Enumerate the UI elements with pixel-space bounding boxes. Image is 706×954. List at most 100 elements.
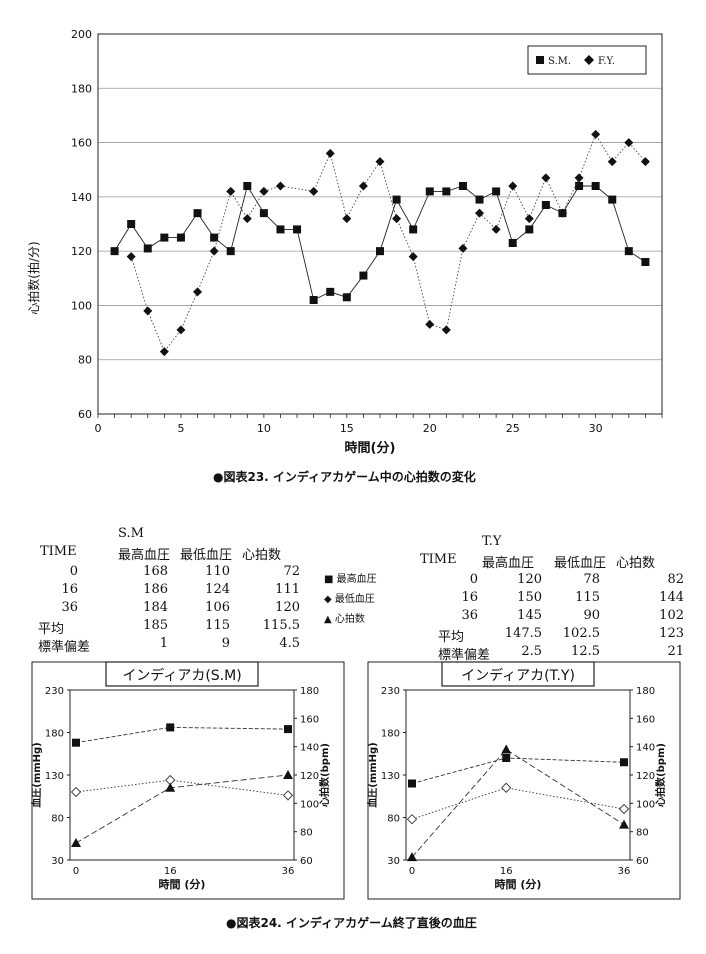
sm-point [442, 187, 451, 196]
fy-point [193, 287, 203, 297]
table-cell: 82 [667, 572, 684, 587]
fy-point [143, 306, 153, 316]
y-tick-label: 140 [71, 191, 92, 204]
sd-label: 標準偏差 [38, 640, 91, 655]
sd-label: 標準偏差 [438, 648, 491, 663]
sd-value: 4.5 [279, 636, 300, 651]
mean-label: 平均 [38, 622, 65, 637]
y-tick-label: 100 [71, 299, 92, 312]
left-table: S.M TIME 最高血圧 最低血圧 心拍数 0 168 110 72 16 186 124… [0, 526, 330, 656]
sm-point [392, 195, 401, 204]
sm-point [458, 182, 467, 190]
table-cell: 106 [205, 600, 230, 615]
table-cell: 184 [143, 600, 168, 615]
header-hr: 心拍数 [616, 556, 656, 571]
sbp-point [620, 758, 628, 767]
table-cell: 78 [583, 572, 600, 587]
fy-point [607, 157, 617, 167]
hr-point [283, 770, 293, 779]
legend-label: 心拍数 [334, 614, 365, 625]
sm-point [409, 225, 418, 234]
right-tick-label: 80 [636, 828, 649, 839]
time-value: 36 [461, 608, 478, 623]
table-cell: 72 [283, 564, 300, 579]
left-tick-label: 230 [45, 686, 64, 697]
left-tick-label: 30 [51, 856, 64, 867]
header-hr: 心拍数 [242, 548, 282, 563]
fy-point [209, 246, 219, 256]
fy-point [475, 208, 485, 218]
chart-title: インディアカ(T.Y) [461, 667, 575, 684]
sm-point [608, 195, 617, 204]
x-tick-label: 36 [618, 866, 631, 877]
legend-label: 最低血圧 [334, 594, 375, 605]
mean-value: 123 [659, 626, 684, 641]
plot-frame [69, 689, 295, 861]
time-label: TIME [420, 552, 457, 567]
right-tick-label: 160 [636, 714, 655, 725]
fy-point [591, 129, 601, 139]
mean-value: 147.5 [504, 626, 542, 641]
dbp-point [70, 786, 82, 798]
sm-point [425, 187, 434, 196]
sbp-point [72, 738, 80, 747]
left-tick-label: 230 [381, 686, 400, 697]
legend-diamond-icon [584, 55, 594, 65]
legend-label: 最高血圧 [336, 574, 377, 585]
mean-value: 102.5 [562, 626, 600, 641]
x-tick-label: 30 [589, 422, 603, 435]
table-cell: 120 [275, 600, 300, 615]
sm-point [210, 233, 219, 242]
table-cell: 115 [575, 590, 600, 605]
dbp-point [406, 813, 418, 825]
legend-item-sbp: ■ 最高血圧 [324, 570, 377, 590]
mean-value: 185 [143, 618, 168, 633]
fy-point [491, 224, 501, 234]
right-tick-label: 100 [636, 799, 655, 810]
right-tick-label: 60 [300, 856, 313, 867]
series-line [411, 757, 625, 784]
right-tick-label: 100 [300, 799, 319, 810]
chart-series [110, 129, 650, 357]
x-axis-label: 時間 (分) [495, 877, 542, 891]
sm-point [243, 182, 252, 190]
table-cell: 150 [517, 590, 542, 605]
fy-point [176, 325, 186, 335]
header-dbp: 最低血圧 [554, 556, 607, 571]
time-value: 16 [61, 582, 78, 597]
series-line-fy [130, 133, 646, 353]
x-axis-label: 時間(分) [345, 440, 396, 456]
chart-grid [98, 87, 662, 361]
right-tick-label: 120 [636, 771, 655, 782]
time-value: 36 [61, 600, 78, 615]
fy-point [408, 252, 418, 262]
series-line-sm [114, 184, 646, 301]
y-tick-label: 180 [71, 82, 92, 95]
plot-frame [405, 689, 631, 861]
sm-point [326, 287, 335, 296]
series-line [75, 774, 289, 844]
left-tick-label: 130 [45, 771, 64, 782]
fy-point [524, 214, 534, 224]
right-axis-label: 心拍数(bpm) [654, 743, 667, 807]
time-value: 0 [469, 572, 478, 587]
x-tick-label: 20 [423, 422, 437, 435]
blood-pressure-chart-sm: 30 80 130 180 230 60 80 100 120 140 160 180 0 16 36 時間 … [30, 661, 345, 900]
x-axis-label: 時間 (分) [159, 877, 206, 891]
hr-point [619, 819, 629, 829]
plot-frame [97, 33, 663, 415]
figure24-legend: ■ 最高血圧 ◆ 最低血圧 ▲ 心拍数 [324, 570, 377, 630]
left-tick-label: 80 [387, 814, 400, 825]
sm-point [508, 239, 517, 247]
subject-name: S.M [118, 526, 144, 541]
fy-point [392, 214, 402, 224]
sbp-point [166, 723, 175, 732]
fy-point [441, 325, 451, 335]
left-tick-label: 80 [51, 814, 64, 825]
diamond-icon: ◆ [324, 594, 332, 605]
table-cell: 110 [205, 564, 230, 579]
square-icon: ■ [324, 574, 334, 585]
chart-axes: 60 80 100 120 140 160 180 200 0 5 10 15 20 25 30 [71, 28, 663, 435]
table-cell: 124 [205, 582, 230, 597]
x-tick-label: 25 [506, 422, 520, 435]
